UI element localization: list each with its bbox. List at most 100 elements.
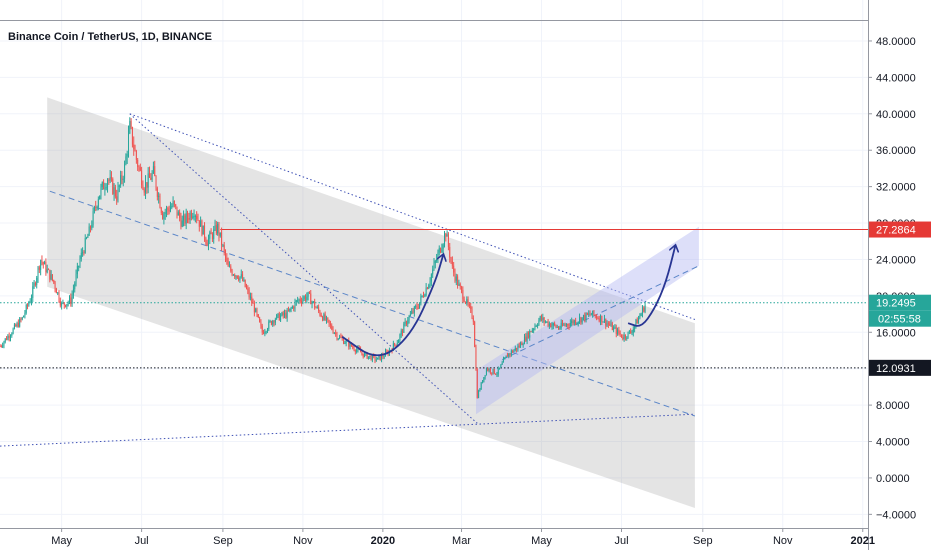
candle-body-355 bbox=[464, 301, 466, 303]
candle-body-423 bbox=[554, 323, 556, 325]
candle-body-365 bbox=[478, 390, 480, 398]
candle-body-248 bbox=[324, 314, 326, 320]
candle-body-185 bbox=[242, 274, 244, 281]
candle-body-417 bbox=[546, 321, 548, 323]
candle-body-191 bbox=[249, 296, 251, 298]
candle-body-79 bbox=[103, 182, 105, 190]
candle-body-126 bbox=[164, 212, 166, 214]
candle-body-54 bbox=[70, 297, 72, 304]
candle-body-213 bbox=[278, 313, 280, 321]
candle-body-473 bbox=[619, 333, 621, 335]
candle-body-387 bbox=[506, 355, 508, 357]
candle-body-234 bbox=[306, 296, 308, 300]
candle-body-308 bbox=[403, 323, 405, 333]
candle-body-170 bbox=[222, 245, 224, 247]
candle-body-398 bbox=[521, 342, 523, 346]
candle-body-94 bbox=[122, 178, 124, 180]
candle-body-55 bbox=[71, 294, 73, 304]
candle-body-237 bbox=[310, 293, 312, 305]
candle-body-386 bbox=[505, 355, 507, 358]
candle-body-358 bbox=[468, 304, 470, 306]
candle-body-323 bbox=[423, 295, 425, 297]
time-scale-panel bbox=[0, 528, 868, 550]
candle-body-469 bbox=[614, 327, 616, 329]
candle-body-210 bbox=[274, 319, 276, 323]
candle-body-337 bbox=[441, 248, 443, 253]
candle-body-380 bbox=[497, 368, 499, 375]
candle-body-146 bbox=[190, 212, 192, 218]
candle-body-295 bbox=[386, 351, 388, 353]
candle-body-357 bbox=[467, 299, 469, 305]
candle-body-232 bbox=[303, 296, 305, 300]
candle-body-65 bbox=[84, 238, 86, 253]
candle-body-376 bbox=[492, 369, 494, 374]
countdown-label-1: 02:55:58 bbox=[878, 314, 921, 326]
candle-body-467 bbox=[611, 323, 613, 331]
candle-body-242 bbox=[316, 307, 318, 309]
candle-body-247 bbox=[323, 314, 325, 321]
candle-body-336 bbox=[440, 248, 442, 253]
candle-body-165 bbox=[215, 225, 217, 234]
candle-body-459 bbox=[601, 315, 603, 323]
y-tick-label-2: 40.0000 bbox=[876, 109, 916, 121]
candle-body-392 bbox=[513, 350, 515, 353]
candle-body-169 bbox=[221, 232, 223, 246]
candle-body-374 bbox=[489, 369, 491, 373]
candle-body-152 bbox=[198, 220, 200, 227]
candle-body-176 bbox=[230, 266, 232, 271]
candle-body-47 bbox=[61, 302, 63, 306]
candle-body-219 bbox=[286, 310, 288, 318]
candle-body-157 bbox=[205, 238, 207, 243]
candle-body-193 bbox=[252, 302, 254, 304]
candle-body-240 bbox=[314, 301, 316, 308]
candle-body-63 bbox=[82, 252, 84, 254]
candle-body-344 bbox=[450, 257, 452, 262]
candle-body-246 bbox=[322, 316, 324, 321]
candle-body-181 bbox=[236, 275, 238, 279]
candle-body-40 bbox=[51, 274, 53, 280]
chart-title: Binance Coin / TetherUS, 1D, BINANCE bbox=[8, 31, 212, 43]
candle-body-491 bbox=[643, 307, 645, 312]
candle-body-327 bbox=[428, 285, 430, 289]
candle-body-474 bbox=[620, 334, 622, 338]
candle-body-422 bbox=[552, 323, 554, 326]
candle-body-253 bbox=[331, 325, 333, 330]
candle-body-391 bbox=[512, 350, 514, 353]
candle-body-175 bbox=[228, 266, 230, 268]
candle-body-286 bbox=[374, 355, 376, 361]
candle-body-208 bbox=[272, 320, 274, 325]
candle-body-220 bbox=[287, 310, 289, 312]
candle-body-142 bbox=[185, 213, 187, 224]
candle-body-446 bbox=[584, 314, 586, 320]
candle-body-428 bbox=[560, 322, 562, 328]
candle-body-384 bbox=[502, 359, 504, 363]
candle-body-475 bbox=[622, 337, 624, 340]
x-tick-label-0: May bbox=[51, 535, 72, 547]
candle-body-36 bbox=[46, 269, 48, 273]
candle-body-353 bbox=[462, 289, 464, 300]
channel-small bbox=[476, 226, 699, 415]
candle-body-214 bbox=[280, 315, 282, 321]
candle-body-18 bbox=[23, 315, 25, 318]
candle-body-455 bbox=[596, 315, 598, 319]
candle-body-235 bbox=[307, 291, 309, 297]
candle-body-377 bbox=[493, 369, 495, 374]
candle-body-402 bbox=[526, 332, 528, 341]
candle-body-359 bbox=[470, 305, 472, 309]
candle-body-82 bbox=[107, 179, 109, 188]
candle-body-158 bbox=[206, 242, 208, 247]
candle-body-204 bbox=[266, 329, 268, 332]
candle-body-325 bbox=[425, 287, 427, 296]
candle-body-479 bbox=[627, 331, 629, 338]
price-label-1: 19.2495 bbox=[876, 298, 916, 310]
candle-body-350 bbox=[458, 284, 460, 286]
candle-body-302 bbox=[395, 344, 397, 346]
x-tick-label-2: Sep bbox=[213, 535, 233, 547]
candle-body-74 bbox=[96, 206, 98, 208]
y-tick-label-1: 44.0000 bbox=[876, 72, 916, 84]
candle-body-111 bbox=[145, 182, 147, 193]
candle-body-133 bbox=[173, 201, 175, 205]
candle-body-450 bbox=[589, 313, 591, 315]
